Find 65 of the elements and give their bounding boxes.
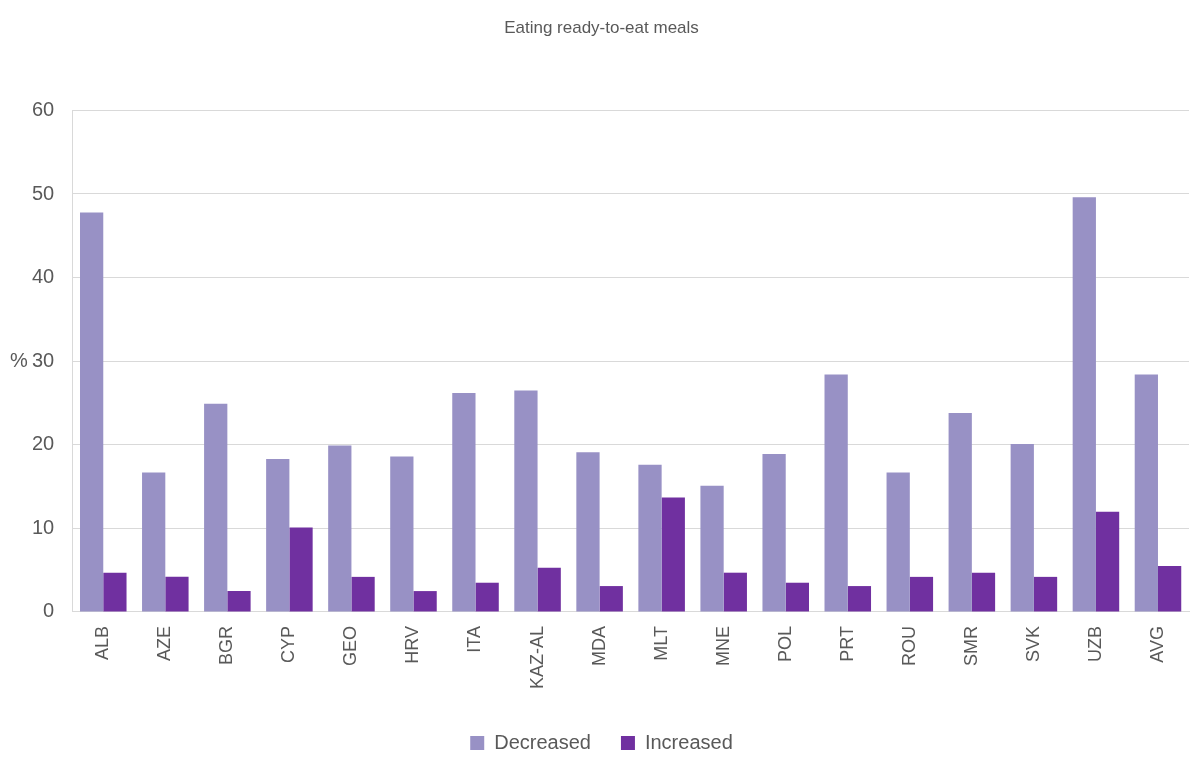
bar <box>475 582 499 612</box>
bar <box>599 586 623 612</box>
bar <box>824 374 848 612</box>
x-tick-label: GEO <box>340 625 361 666</box>
bar <box>452 392 476 612</box>
bar <box>638 464 662 612</box>
bar <box>886 472 910 612</box>
y-axis-title: % <box>10 348 28 371</box>
x-tick-label: AZE <box>154 625 175 661</box>
bar <box>909 576 934 612</box>
chart-title: Eating ready-to-eat meals <box>504 17 699 37</box>
bar <box>1157 566 1182 612</box>
bar <box>700 485 724 612</box>
bar <box>390 456 414 612</box>
x-tick-label: MDA <box>588 625 609 666</box>
bar <box>1033 576 1058 612</box>
x-tick-label: POL <box>774 625 795 663</box>
x-tick-label: PRT <box>836 625 857 662</box>
x-tick-label: CYP <box>278 625 299 663</box>
bar <box>576 452 600 612</box>
bar <box>1072 197 1096 612</box>
x-tick-label: KAZ-AL <box>526 625 547 690</box>
x-tick-label: MLT <box>650 625 671 661</box>
y-tick-label: 60 <box>32 97 55 120</box>
y-tick-label: 20 <box>32 432 55 455</box>
bar <box>227 591 251 612</box>
legend-label: Decreased <box>494 730 591 753</box>
bar <box>785 582 809 612</box>
bar <box>847 586 872 612</box>
bar <box>80 212 104 612</box>
bar <box>142 472 166 612</box>
x-tick-label: ALB <box>92 625 113 661</box>
legend-label: Increased <box>644 730 733 753</box>
y-tick-label: 40 <box>32 265 55 288</box>
bar <box>948 413 972 612</box>
y-tick-label: 10 <box>32 515 55 538</box>
bar <box>661 497 685 612</box>
bar <box>762 453 786 612</box>
bar <box>289 527 313 612</box>
bar <box>723 572 747 612</box>
x-tick-label: MNE <box>712 625 733 666</box>
x-tick-label: ROU <box>898 625 919 666</box>
bar <box>537 567 561 612</box>
bar <box>1095 511 1120 612</box>
x-tick-label: SVK <box>1022 625 1043 663</box>
y-tick-label: 50 <box>32 181 55 204</box>
x-tick-label: HRV <box>402 625 423 664</box>
bar <box>266 459 290 612</box>
bar <box>204 403 228 612</box>
x-tick-label: SMR <box>960 625 981 666</box>
bar <box>328 445 352 612</box>
bar <box>1134 374 1158 612</box>
y-tick-label: 30 <box>32 348 55 371</box>
bar <box>103 572 127 612</box>
y-tick-label: 0 <box>43 599 55 622</box>
bar <box>351 576 375 612</box>
x-tick-label: BGR <box>216 625 237 665</box>
x-tick-label: AVG <box>1146 625 1167 663</box>
x-tick-label: UZB <box>1084 625 1105 662</box>
bar <box>514 390 538 612</box>
bar <box>413 591 437 612</box>
bar <box>165 576 189 612</box>
x-tick-label: ITA <box>464 625 485 653</box>
bar <box>971 572 996 612</box>
bar <box>1010 443 1034 612</box>
